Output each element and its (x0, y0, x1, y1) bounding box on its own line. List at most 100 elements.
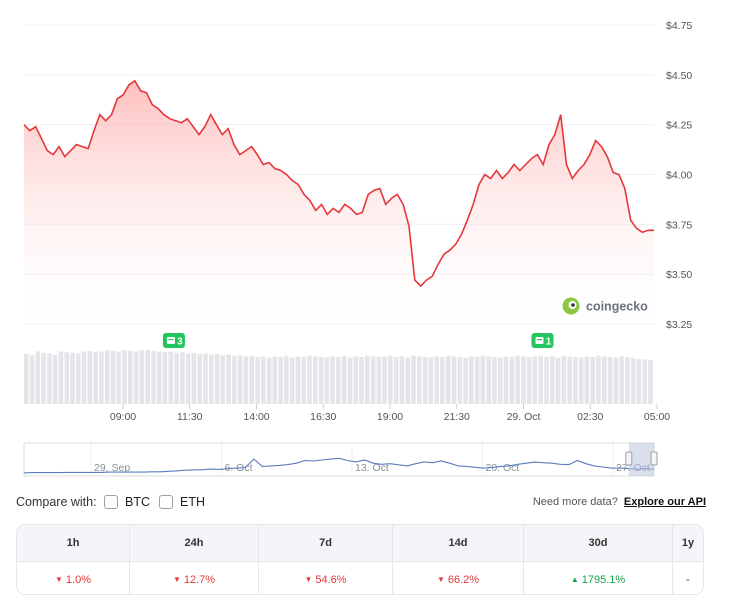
volume-bar (550, 356, 555, 404)
volume-bar (243, 356, 249, 404)
volume-bar (596, 355, 601, 404)
performance-value-1h: ▼ 1.0% (17, 561, 130, 594)
volume-bar (393, 357, 399, 404)
volume-bar (76, 353, 81, 404)
performance-percent: 12.7% (183, 574, 216, 586)
volume-bar (457, 357, 463, 404)
performance-percent: 54.6% (315, 574, 347, 586)
volume-bar (451, 356, 457, 404)
compare-btc-checkbox[interactable]: BTC (104, 495, 150, 509)
volume-bar (261, 356, 266, 404)
volume-bar (214, 354, 220, 404)
volume-bar (237, 355, 243, 404)
volume-bar (313, 356, 318, 404)
volume-bar (376, 357, 382, 404)
x-axis: 09:00 11:30 14:00 16:30 19:00 21:30 29. Oct 02:… (110, 404, 670, 423)
news-icon (535, 337, 544, 344)
y-tick-label: $3.75 (666, 219, 692, 231)
volume-bar (521, 356, 526, 404)
volume-bar (463, 357, 468, 404)
volume-bar (232, 355, 237, 404)
compare-eth-checkbox[interactable]: ETH (159, 495, 205, 509)
x-tick-label: 29. Oct (507, 411, 541, 423)
volume-bar (93, 352, 98, 404)
volume-bar (104, 350, 110, 404)
volume-bar (440, 357, 445, 404)
volume-bar (561, 355, 567, 404)
y-tick-label: $4.75 (666, 20, 692, 32)
volume-bar (469, 356, 474, 404)
volume-bar (255, 357, 260, 404)
volume-bar (289, 357, 295, 404)
volume-bar (515, 355, 520, 404)
navigator-line (23, 457, 655, 474)
volume-bar (58, 351, 64, 404)
performance-percent: 1.0% (65, 574, 91, 586)
performance-value-1y: - (673, 562, 704, 595)
checkbox-icon[interactable] (104, 495, 118, 509)
navigator-label: 13. Oct (355, 462, 389, 474)
volume-bar (480, 355, 486, 404)
volume-bar (428, 357, 434, 404)
volume-bar (162, 352, 168, 404)
volume-bar (336, 357, 341, 404)
navigator-left-handle[interactable] (625, 451, 633, 466)
event-marker[interactable]: 1 (531, 333, 554, 348)
volume-bar (128, 350, 133, 404)
caret-down-icon: ▼ (55, 575, 63, 584)
x-tick-label: 05:00 (644, 411, 670, 423)
explore-api-link[interactable]: Explore our API (623, 496, 706, 508)
volume-bar (648, 360, 653, 404)
volume-bar (185, 353, 191, 404)
event-marker-count: 1 (546, 337, 552, 348)
performance-percent: 66.2% (447, 574, 480, 586)
performance-percent: 1795.1% (581, 574, 626, 586)
volume-bar (613, 357, 619, 404)
volume-bar (24, 354, 29, 404)
navigator-selection[interactable] (628, 443, 654, 476)
volume-bar (174, 352, 179, 404)
volume-bar (370, 356, 376, 404)
volume-bar (625, 357, 630, 404)
volume-bar (567, 356, 572, 404)
volume-bar (388, 355, 393, 404)
volume-bar (445, 355, 451, 404)
volume-bar (399, 356, 405, 404)
volume-bar (81, 351, 87, 404)
navigator-right-handle[interactable] (650, 451, 658, 466)
header-14d: 14d (392, 525, 524, 562)
volume-bar (168, 351, 174, 404)
volume-bar (619, 356, 624, 404)
checkbox-icon[interactable] (159, 495, 173, 509)
y-axis: $4.75 $4.50 $4.25 $4.00 $3.75 $3.50 $3.25 (666, 20, 692, 331)
y-tick-label: $4.25 (666, 120, 692, 132)
volume-bar (226, 354, 231, 404)
header-30d: 30d (523, 525, 673, 562)
volume-bar (382, 356, 387, 404)
volume-bar (295, 356, 301, 404)
coingecko-watermark: coingecko (562, 297, 648, 315)
volume-bar (272, 356, 278, 404)
volume-bar (324, 357, 330, 404)
volume-bar (99, 351, 104, 404)
volume-bar (411, 355, 416, 404)
x-tick-label: 19:00 (377, 411, 403, 423)
news-icon (166, 337, 175, 344)
volume-bar (139, 350, 145, 404)
volume-bar (492, 357, 497, 404)
volume-bars (24, 349, 653, 405)
volume-bar (47, 353, 52, 404)
header-24h: 24h (129, 525, 259, 562)
navigator-frame (23, 442, 655, 477)
volume-bar (284, 355, 289, 404)
performance-value-7d: ▼ 54.6% (258, 561, 393, 594)
volume-bar (180, 352, 185, 404)
price-chart: $4.75 $4.50 $4.25 $4.00 $3.75 $3.50 $3.25 09:0… (23, 20, 692, 477)
event-marker[interactable]: 3 (162, 333, 185, 348)
y-tick-label: $3.25 (666, 319, 692, 331)
header-1y: 1y (672, 525, 703, 562)
volume-bar (133, 351, 139, 404)
volume-bar (330, 356, 335, 404)
